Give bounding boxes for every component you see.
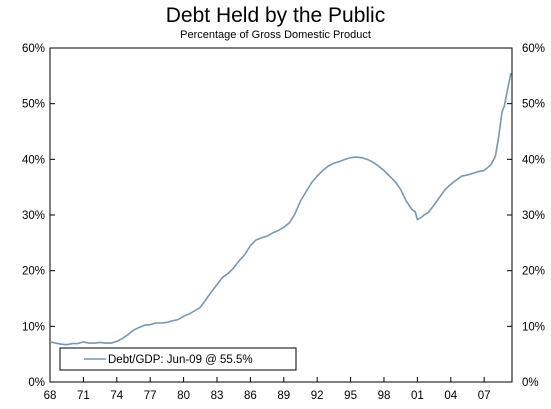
x-tick-label: 80 (177, 390, 190, 402)
plot-area-border (49, 47, 513, 383)
x-tick-label: 71 (77, 390, 90, 402)
y-right-tick-label: 10% (522, 321, 545, 333)
series-line-debt-gdp (49, 72, 512, 346)
y-right-tick-label: 40% (522, 154, 545, 166)
y-left-tick-label: 60% (22, 43, 45, 55)
y-right-tick-label: 30% (522, 210, 545, 222)
x-tick-label: 89 (277, 390, 290, 402)
y-right-tick-label: 60% (522, 43, 545, 55)
y-left-tick-label: 0% (28, 377, 45, 389)
x-tick-label: 68 (44, 390, 57, 402)
x-tick-label: 77 (144, 390, 157, 402)
chart-title: Debt Held by the Public (165, 4, 386, 27)
x-tick-label: 92 (311, 390, 324, 402)
x-tick-label: 86 (244, 390, 257, 402)
x-tick-label: 01 (411, 390, 424, 402)
x-tick-label: 04 (444, 390, 457, 402)
legend-box (59, 347, 297, 371)
legend-entry: Debt/GDP: Jun-09 @ 55.5% (108, 354, 253, 366)
y-right-tick-label: 50% (522, 99, 545, 111)
legend: Debt/GDP: Jun-09 @ 55.5% (59, 347, 297, 371)
x-tick-label: 98 (378, 390, 391, 402)
x-tick-label: 95 (344, 390, 357, 402)
y-right-tick-label: 0% (522, 377, 539, 389)
x-tick-label: 07 (478, 390, 491, 402)
y-left-tick-label: 30% (22, 210, 45, 222)
y-left-tick-label: 10% (22, 321, 45, 333)
y-left-tick-label: 40% (22, 154, 45, 166)
x-tick-label: 83 (211, 390, 224, 402)
y-right-tick-label: 20% (522, 266, 545, 278)
y-left-tick-label: 20% (22, 266, 45, 278)
chart-subtitle: Percentage of Gross Domestic Product (180, 29, 371, 41)
y-left-tick-label: 50% (22, 99, 45, 111)
x-tick-label: 74 (110, 390, 123, 402)
